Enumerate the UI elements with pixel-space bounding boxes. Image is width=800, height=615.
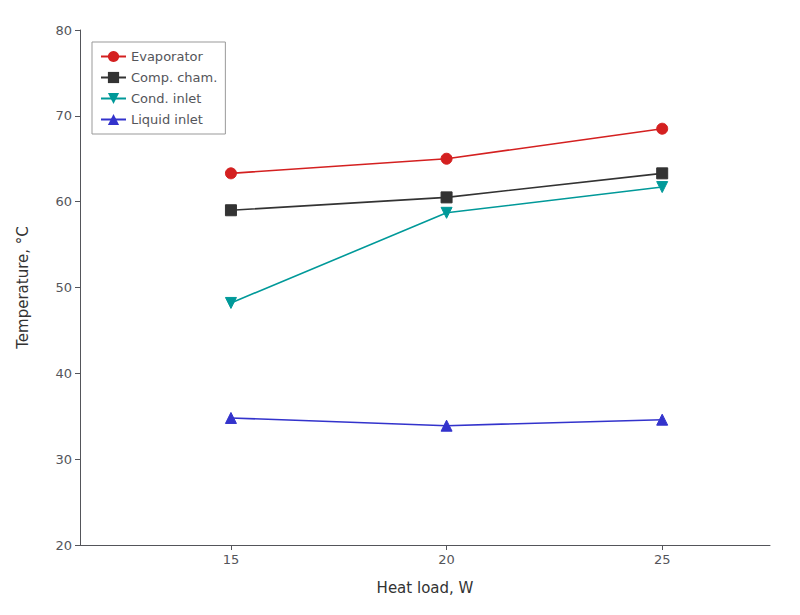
svg-text:Heat load, W: Heat load, W	[377, 579, 474, 597]
svg-text:Comp. cham.: Comp. cham.	[131, 70, 217, 85]
svg-text:Temperature, °C: Temperature, °C	[14, 226, 32, 350]
svg-text:25: 25	[654, 552, 671, 567]
svg-text:Evaporator: Evaporator	[131, 49, 203, 64]
svg-text:70: 70	[55, 108, 72, 123]
svg-text:80: 80	[55, 23, 72, 38]
svg-text:20: 20	[438, 552, 455, 567]
svg-text:15: 15	[223, 552, 240, 567]
svg-text:Liquid inlet: Liquid inlet	[131, 112, 203, 127]
svg-text:20: 20	[55, 538, 72, 553]
svg-text:40: 40	[55, 366, 72, 381]
svg-text:30: 30	[55, 452, 72, 467]
svg-text:60: 60	[55, 194, 72, 209]
svg-text:Cond. inlet: Cond. inlet	[131, 91, 201, 106]
svg-text:50: 50	[55, 280, 72, 295]
